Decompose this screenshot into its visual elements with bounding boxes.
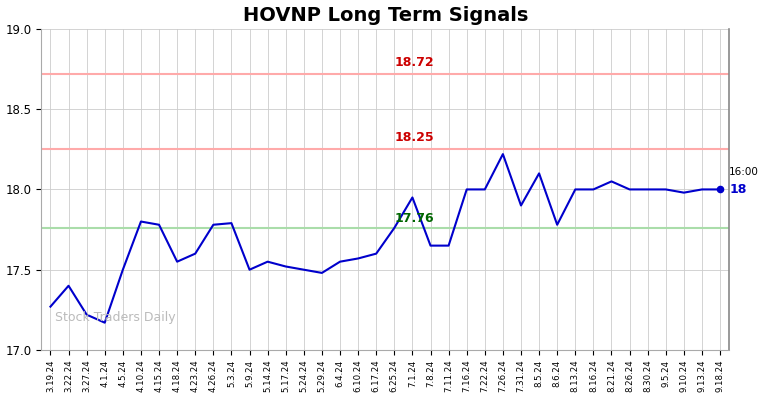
Text: 18.72: 18.72: [394, 56, 434, 69]
Text: 17.76: 17.76: [394, 212, 434, 224]
Point: [713, 186, 726, 193]
Text: Stock Traders Daily: Stock Traders Daily: [55, 311, 176, 324]
Text: 18: 18: [729, 183, 746, 196]
Title: HOVNP Long Term Signals: HOVNP Long Term Signals: [242, 6, 528, 25]
Text: 16:00: 16:00: [729, 167, 759, 177]
Text: 18.25: 18.25: [394, 131, 434, 144]
